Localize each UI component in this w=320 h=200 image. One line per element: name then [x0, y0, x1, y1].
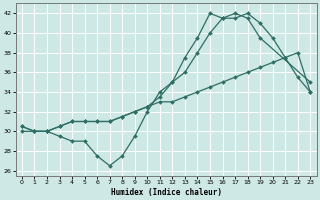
X-axis label: Humidex (Indice chaleur): Humidex (Indice chaleur): [111, 188, 221, 197]
